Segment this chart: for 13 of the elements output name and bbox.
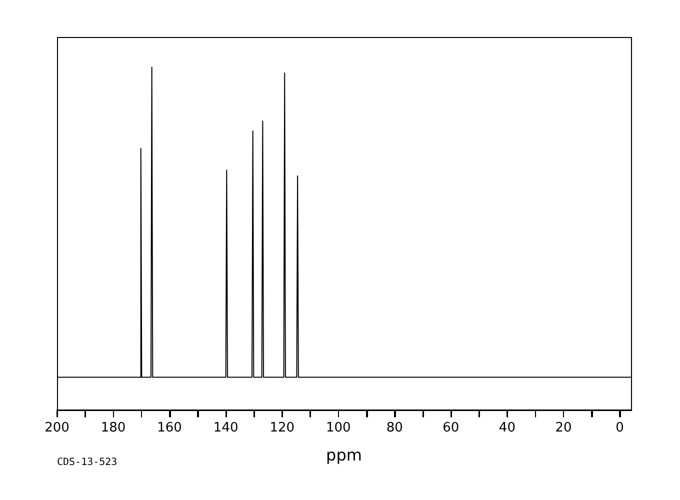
x-tick-label: 140 — [213, 420, 238, 436]
x-tick-label: 40 — [498, 420, 516, 436]
x-tick-label: 80 — [386, 420, 403, 436]
x-tick-label: 200 — [44, 420, 70, 436]
x-axis-title: ppm — [326, 446, 362, 465]
text: CDS-13-523 — [57, 457, 118, 468]
x-tick-label: 160 — [157, 420, 182, 436]
x-tick-label: 60 — [442, 420, 460, 436]
x-tick-label: 0 — [616, 420, 624, 436]
x-tick-label: 100 — [326, 420, 351, 436]
x-tick-label: 120 — [270, 420, 295, 436]
x-tick-label: 20 — [555, 420, 572, 436]
x-tick-label: 180 — [100, 420, 126, 436]
